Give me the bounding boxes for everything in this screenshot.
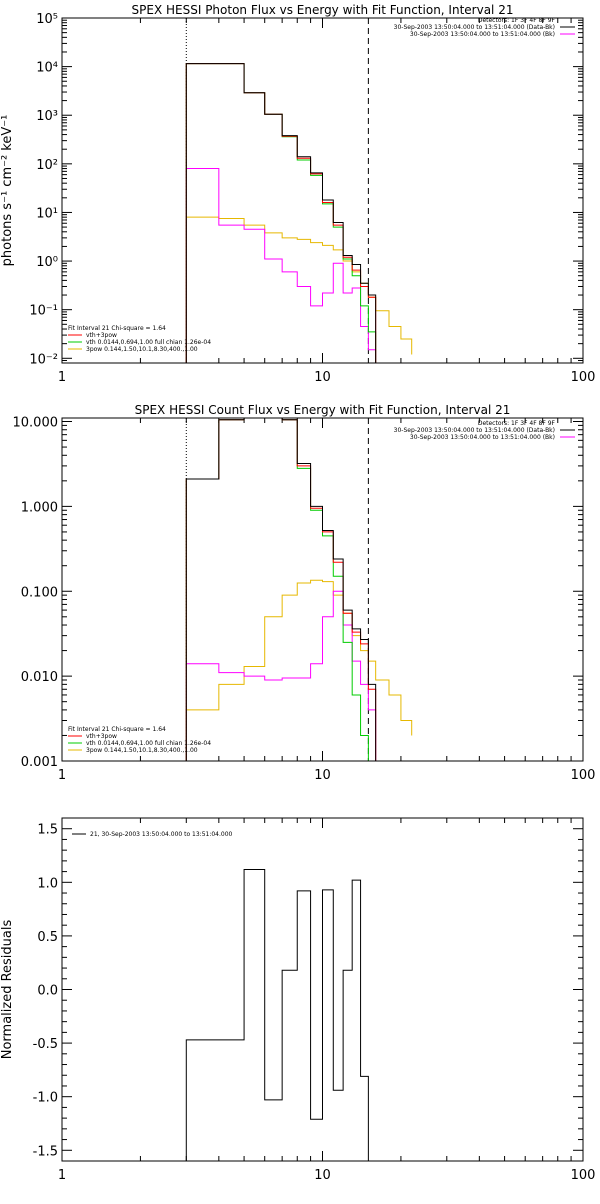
legend-top-entry: 30-Sep-2003 13:50:04.000 to 13:51:04.000…	[410, 434, 555, 441]
plot-frame	[61, 817, 584, 1162]
y-tick-label: 1.5	[37, 823, 58, 838]
series-group	[185, 63, 413, 363]
chart-panel-1: SPEX HESSI Photon Flux vs Energy with Fi…	[0, 3, 595, 385]
x-tick-label: 100	[571, 1168, 596, 1183]
legend-bottom-entry: vth 0.0144,0.694,1.00 full chian 1.26e-0…	[86, 339, 211, 346]
y-tick-label: 0.100	[21, 585, 58, 600]
axis-ticks	[61, 818, 584, 1161]
legend-bottom-entry: 3pow 0.144,1.50,10.1,8.30,400.,1.00	[86, 747, 198, 754]
legend-top-entry: Detectors: 1F 3F 4F 8F 9F	[478, 420, 556, 427]
chart-title: SPEX HESSI Count Flux vs Energy with Fit…	[135, 403, 511, 417]
chart-panel-3: 1 10 100 -1.5 -1.0 -0.5 0.0 0.5 1.0 1.5 Normalized…	[0, 817, 596, 1183]
series-line-vth	[185, 63, 377, 363]
y-tick-label: 10⁴	[36, 61, 58, 76]
y-tick-label: -0.5	[33, 1037, 58, 1052]
y-tick-label: 10⁵	[36, 12, 58, 27]
legend-bottom: Fit Interval 21 Chi-square = 1.64vth+3po…	[68, 726, 211, 754]
y-axis-label: Normalized Residuals	[0, 920, 15, 1060]
legend-entry: 21, 30-Sep-2003 13:50:04.000 to 13:51:04…	[90, 831, 233, 838]
y-tick-label: 10²	[36, 158, 58, 173]
x-tick-label: 1	[58, 1168, 66, 1183]
y-axis-label: photons s⁻¹ cm⁻² keV⁻¹	[0, 115, 15, 267]
x-tick-label: 100	[571, 768, 596, 783]
y-tick-label: 1.0	[37, 876, 58, 891]
y-tick-label: 1.000	[21, 500, 58, 515]
legend-bottom-entry: Fit Interval 21 Chi-square = 1.64	[68, 726, 166, 733]
x-tick-label: 1	[58, 370, 66, 385]
x-tick-label: 10	[314, 370, 331, 385]
y-tick-label: 0.5	[37, 930, 58, 945]
x-tick-label: 10	[314, 1168, 331, 1183]
legend-bottom-entry: vth 0.0144,0.694,1.00 full chian 1.26e-0…	[86, 740, 211, 747]
series-line-3pow	[185, 590, 377, 761]
series-line-3pow	[185, 168, 377, 363]
series-line-vth	[185, 418, 377, 761]
y-tick-label: 10³	[36, 109, 58, 124]
series-group	[185, 868, 369, 1161]
legend-top-entry: 30-Sep-2003 13:50:04.000 to 13:51:04.000…	[410, 31, 555, 38]
series-line-vth-3pow	[185, 63, 377, 363]
y-tick-label: -1.5	[33, 1144, 58, 1159]
series-line-21	[185, 868, 369, 1161]
series-line-bk	[185, 216, 413, 363]
chart-title: SPEX HESSI Photon Flux vs Energy with Fi…	[132, 3, 514, 17]
series-line-data-bk	[185, 63, 377, 363]
plot-frame	[61, 17, 584, 364]
y-tick-label: -1.0	[33, 1091, 58, 1106]
legend-bottom-entry: 3pow 0.144,1.50,10.1,8.30,400.,1.00	[86, 346, 198, 353]
y-tick-label: 0.010	[21, 670, 58, 685]
series-group	[185, 418, 413, 761]
series-line-data-bk	[185, 418, 377, 761]
y-tick-label: 0.001	[21, 755, 58, 770]
x-tick-label: 100	[571, 370, 596, 385]
series-line-bk	[185, 579, 413, 761]
legend-bottom-entry: vth+3pow	[86, 733, 117, 740]
chart-panel-2: SPEX HESSI Count Flux vs Energy with Fit…	[13, 403, 596, 783]
legend-top-entry: Detectors: 1F 3F 4F 8F 9F	[478, 17, 556, 24]
series-line-vth-3pow	[185, 418, 377, 761]
legend-bottom-entry: Fit Interval 21 Chi-square = 1.64	[68, 325, 166, 332]
legend-top-entry: 30-Sep-2003 13:50:04.000 to 13:51:04.000…	[394, 24, 555, 31]
legend-residuals: 21, 30-Sep-2003 13:50:04.000 to 13:51:04…	[72, 831, 233, 838]
x-tick-label: 10	[314, 768, 331, 783]
axis-ticks	[61, 418, 584, 762]
y-tick-label: 10⁰	[36, 255, 58, 270]
y-tick-label: 10¹	[36, 206, 58, 221]
legend-bottom: Fit Interval 21 Chi-square = 1.64vth+3po…	[68, 325, 211, 353]
y-tick-label: 0.0	[37, 984, 58, 999]
legend-top-entry: 30-Sep-2003 13:50:04.000 to 13:51:04.000…	[394, 427, 555, 434]
y-tick-label: 10⁻¹	[29, 304, 58, 319]
plot-frame	[61, 417, 584, 762]
y-tick-label: 10⁻²	[29, 352, 58, 367]
x-tick-label: 1	[58, 768, 66, 783]
y-tick-label: 10.000	[13, 416, 59, 431]
legend-bottom-entry: vth+3pow	[86, 332, 117, 339]
